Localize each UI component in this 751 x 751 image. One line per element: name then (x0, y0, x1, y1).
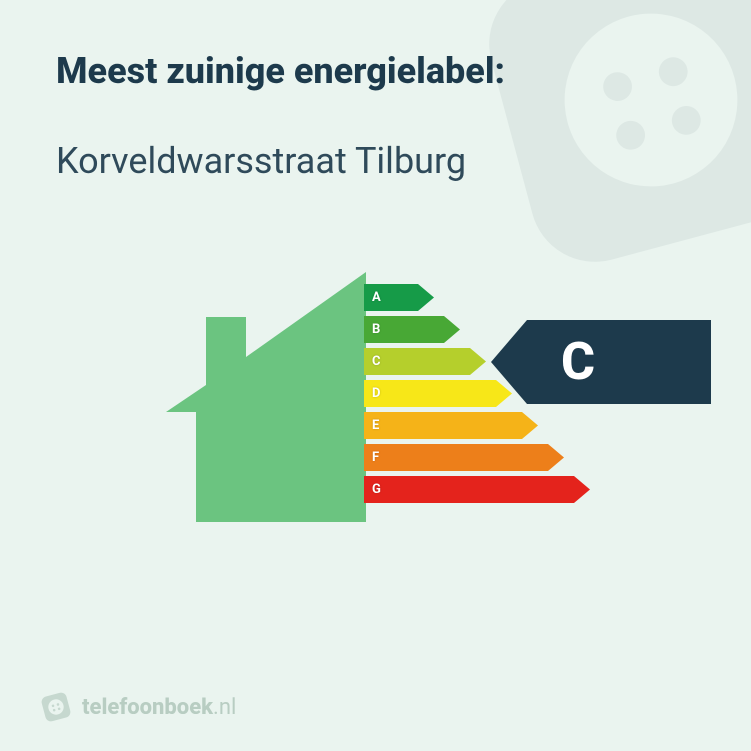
house-icon (166, 272, 366, 532)
energy-bar-label: E (372, 418, 379, 433)
brand: telefoonboek.nl (40, 691, 236, 723)
selected-rating-badge: C (491, 320, 711, 404)
brand-icon (36, 687, 75, 726)
energy-bar-label: A (372, 290, 381, 305)
energy-bar-label: G (372, 482, 381, 497)
energy-bar-label: C (372, 354, 381, 369)
card: Meest zuinige energielabel: Korveldwarss… (0, 0, 751, 751)
energy-bar-label: D (372, 386, 380, 401)
energy-label-diagram: A B C D E F G C (56, 272, 711, 572)
brand-name-light: .nl (213, 695, 236, 720)
subtitle: Korveldwarsstraat Tilburg (56, 140, 711, 182)
energy-bar-label: F (372, 450, 379, 465)
selected-rating-letter: C (561, 320, 595, 404)
energy-bar-label: B (372, 322, 380, 337)
title: Meest zuinige energielabel: (56, 50, 711, 92)
brand-name-bold: telefoonboek (82, 695, 213, 720)
brand-text: telefoonboek.nl (82, 695, 236, 720)
